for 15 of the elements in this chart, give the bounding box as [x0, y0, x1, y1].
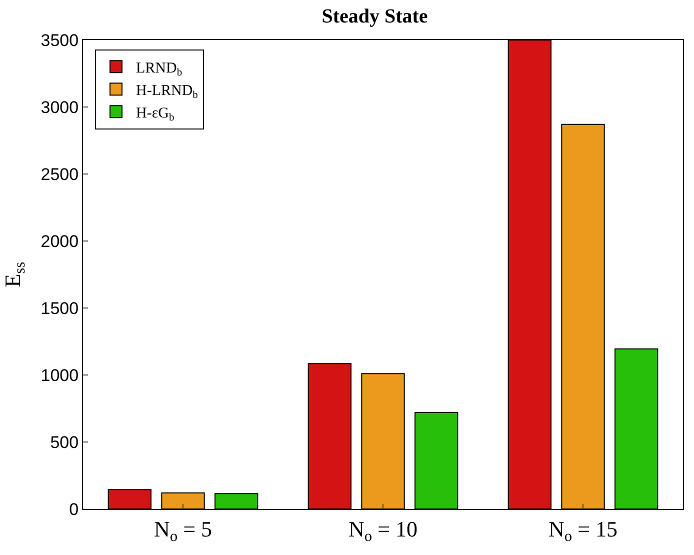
legend-label: H-LRND$_{b}$ — [136, 82, 198, 102]
legend-label: H-εG$_{b}$ — [136, 105, 174, 124]
x-tick-label: N$_{o}$ = 5 — [154, 516, 212, 546]
chart-title: Steady State — [322, 5, 428, 28]
y-tick-label: 0 — [69, 500, 79, 519]
x-tick-label: N$_{o}$ = 15 — [548, 516, 618, 546]
y-tick-label: 2000 — [40, 232, 79, 251]
y-tick-label: 500 — [50, 432, 79, 452]
y-tick-label: 1000 — [40, 366, 79, 385]
y-tick-label: 1500 — [40, 298, 79, 318]
legend-label: LRND$_{b}$ — [136, 60, 182, 79]
x-tick-label: N$_{o}$ = 10 — [348, 516, 418, 546]
y-tick-label: 3000 — [40, 98, 79, 117]
y-tick-label: 2500 — [40, 164, 79, 184]
y-tick-label: 3500 — [40, 30, 79, 50]
